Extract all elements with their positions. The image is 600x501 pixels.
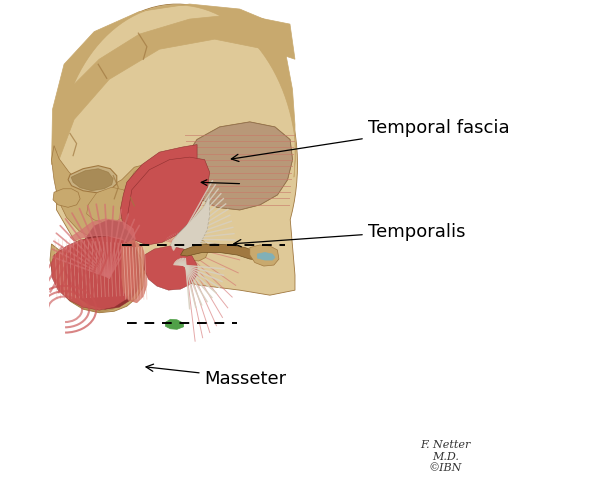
Polygon shape: [86, 188, 130, 223]
Text: Temporal fascia: Temporal fascia: [232, 119, 509, 162]
Polygon shape: [250, 245, 279, 267]
Polygon shape: [50, 244, 145, 313]
Polygon shape: [56, 281, 133, 313]
Polygon shape: [52, 5, 296, 178]
Polygon shape: [71, 169, 113, 191]
Polygon shape: [53, 189, 80, 208]
Polygon shape: [182, 123, 292, 210]
Polygon shape: [170, 195, 209, 261]
Polygon shape: [122, 240, 147, 303]
Polygon shape: [182, 123, 292, 210]
Polygon shape: [166, 320, 184, 330]
Polygon shape: [54, 15, 295, 160]
Polygon shape: [51, 236, 137, 311]
Polygon shape: [145, 246, 197, 291]
Polygon shape: [68, 166, 117, 193]
Text: Masseter: Masseter: [146, 364, 287, 387]
Text: F. Netter
M.D.
©IBN: F. Netter M.D. ©IBN: [421, 439, 471, 472]
Polygon shape: [120, 145, 197, 235]
Polygon shape: [65, 220, 140, 310]
Text: Temporalis: Temporalis: [234, 222, 465, 247]
Polygon shape: [56, 5, 298, 296]
Polygon shape: [185, 240, 209, 262]
Polygon shape: [52, 146, 145, 245]
Polygon shape: [127, 158, 209, 245]
Polygon shape: [70, 219, 136, 245]
Polygon shape: [181, 244, 260, 261]
Polygon shape: [257, 253, 275, 261]
